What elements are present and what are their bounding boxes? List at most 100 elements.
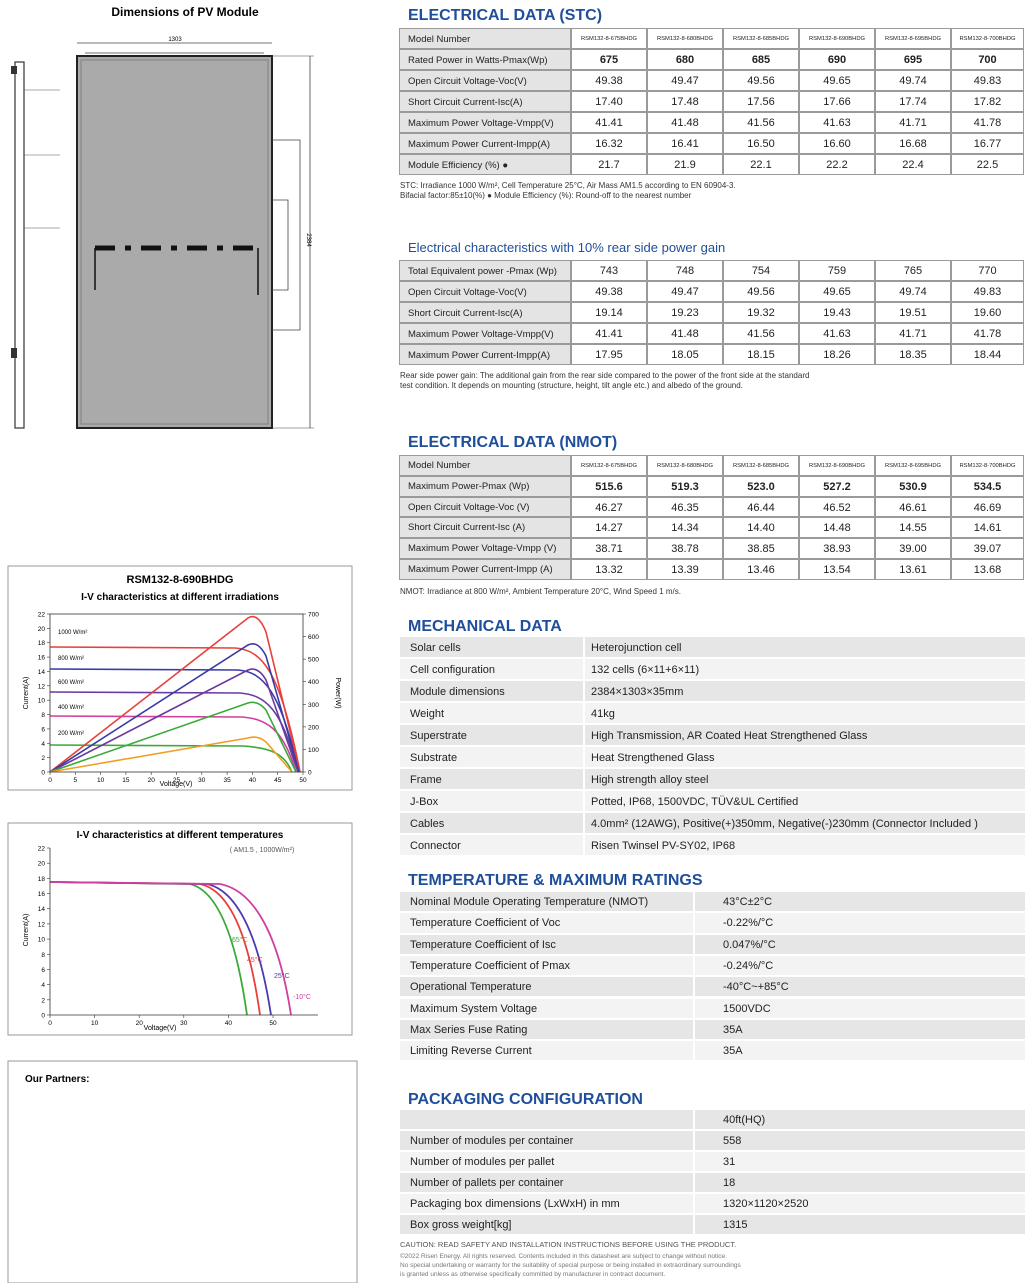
cell: 19.51 bbox=[875, 302, 951, 323]
row-label: Temperature Coefficient of Pmax bbox=[400, 955, 695, 978]
cell: 22.4 bbox=[875, 154, 951, 175]
series-label: 65°C bbox=[232, 936, 248, 944]
cell: 46.61 bbox=[875, 496, 951, 518]
cell: 22.2 bbox=[799, 154, 875, 175]
row-label: Number of modules per container bbox=[400, 1131, 695, 1152]
series-label: 200 W/m² bbox=[58, 731, 84, 737]
y-tick-label: 0 bbox=[41, 1013, 45, 1020]
series-label: 45°C bbox=[247, 956, 263, 964]
cell: 49.83 bbox=[951, 281, 1024, 302]
y2-tick-label: 100 bbox=[308, 747, 319, 754]
cell: 41.48 bbox=[647, 323, 723, 344]
cell: RSM132-8-700BHDG bbox=[951, 28, 1024, 49]
cell: 700 bbox=[951, 49, 1024, 70]
cell: 14.55 bbox=[875, 517, 951, 539]
row-value: 35A bbox=[695, 1019, 1025, 1042]
cell: 19.32 bbox=[723, 302, 799, 323]
cell: 519.3 bbox=[647, 475, 723, 497]
note: Rear side power gain: The additional gai… bbox=[400, 371, 810, 380]
y2-tick-label: 400 bbox=[308, 679, 319, 686]
row-label: Rated Power in Watts-Pmax(Wp) bbox=[399, 49, 571, 70]
row-label: Cell configuration bbox=[400, 659, 585, 681]
cell: 14.27 bbox=[571, 517, 647, 539]
cell: 41.56 bbox=[723, 112, 799, 133]
y-axis-label: Current(A) bbox=[23, 677, 30, 710]
cell: 46.69 bbox=[951, 496, 1024, 518]
x-tick-label: 45 bbox=[274, 777, 282, 784]
cell: 49.74 bbox=[875, 281, 951, 302]
y2-tick-label: 500 bbox=[308, 657, 319, 664]
row-label: Box gross weight[kg] bbox=[400, 1215, 695, 1236]
x-tick-label: 20 bbox=[136, 1020, 144, 1027]
cell: 46.27 bbox=[571, 496, 647, 518]
row-label: Short Circuit Current-Isc (A) bbox=[399, 517, 571, 539]
chart-model: RSM132-8-690BHDG bbox=[127, 574, 234, 586]
cell: RSM132-8-685BHDG bbox=[723, 455, 799, 476]
cell: 16.60 bbox=[799, 133, 875, 154]
cell: 46.52 bbox=[799, 496, 875, 518]
x-tick-label: 20 bbox=[148, 777, 156, 784]
row-value: 41kg bbox=[585, 703, 1025, 725]
row-label: Maximum Power Voltage-Vmpp(V) bbox=[399, 323, 571, 344]
cell: RSM132-8-690BHDG bbox=[799, 28, 875, 49]
cell: 14.34 bbox=[647, 517, 723, 539]
cell: RSM132-8-680BHDG bbox=[647, 455, 723, 476]
cell: 41.71 bbox=[875, 112, 951, 133]
x-tick-label: 10 bbox=[97, 777, 105, 784]
x-tick-label: 30 bbox=[180, 1020, 188, 1027]
series-label: 800 W/m² bbox=[58, 656, 84, 662]
row-label: Short Circuit Current-Isc(A) bbox=[399, 91, 571, 112]
cell: 17.48 bbox=[647, 91, 723, 112]
y-tick-label: 8 bbox=[41, 952, 45, 959]
series-label: 25°C bbox=[274, 972, 290, 980]
row-label: Cables bbox=[400, 813, 585, 835]
cell: 41.48 bbox=[647, 112, 723, 133]
iv-curves-temperature bbox=[49, 881, 292, 1016]
x-tick-label: 0 bbox=[48, 777, 52, 784]
x-tick-label: 50 bbox=[299, 777, 307, 784]
y-tick-label: 10 bbox=[38, 698, 46, 705]
y-tick-label: 4 bbox=[41, 741, 45, 748]
row-label: Open Circuit Voltage-Voc (V) bbox=[399, 496, 571, 518]
cell: 13.46 bbox=[723, 559, 799, 580]
y-tick-label: 0 bbox=[41, 770, 45, 777]
row-value: -0.22%/°C bbox=[695, 913, 1025, 935]
cell: 14.48 bbox=[799, 517, 875, 539]
cell: 49.83 bbox=[951, 70, 1024, 91]
y-tick-label: 16 bbox=[38, 891, 46, 898]
x-tick-label: 35 bbox=[223, 777, 231, 784]
cell: 17.56 bbox=[723, 91, 799, 112]
cell: 13.61 bbox=[875, 559, 951, 580]
row-label: J-Box bbox=[400, 791, 585, 813]
y-tick-label: 4 bbox=[41, 982, 45, 989]
section-title: ELECTRICAL DATA (STC) bbox=[408, 7, 603, 24]
y-tick-label: 2 bbox=[41, 997, 45, 1004]
cell: 38.85 bbox=[723, 538, 799, 559]
row-value: Heterojunction cell bbox=[585, 637, 1025, 659]
y2-axis-label: Power(W) bbox=[334, 677, 341, 708]
row-value: -40°C~+85°C bbox=[695, 977, 1025, 999]
y2-tick-label: 700 bbox=[308, 612, 319, 619]
cell: 39.07 bbox=[951, 538, 1024, 559]
cell: 759 bbox=[799, 260, 875, 281]
y2-tick-label: 0 bbox=[308, 770, 312, 777]
row-label: Open Circuit Voltage-Voc(V) bbox=[399, 70, 571, 91]
cell: RSM132-8-685BHDG bbox=[723, 28, 799, 49]
cell: 14.61 bbox=[951, 517, 1024, 539]
x-tick-label: 50 bbox=[269, 1020, 277, 1027]
cell: 49.47 bbox=[647, 281, 723, 302]
row-value: 35A bbox=[695, 1041, 1025, 1063]
row-label: Solar cells bbox=[400, 637, 585, 659]
cell: RSM132-8-695BHDG bbox=[875, 455, 951, 476]
x-tick-label: 40 bbox=[249, 777, 257, 784]
partners-title: Our Partners: bbox=[25, 1074, 89, 1085]
cell: 38.78 bbox=[647, 538, 723, 559]
row-label: Model Number bbox=[399, 455, 571, 476]
note: test condition. It depends on mounting (… bbox=[400, 381, 743, 390]
cell: 49.56 bbox=[723, 70, 799, 91]
note: Bifacial factor:85±10(%) ● Module Effici… bbox=[400, 191, 692, 200]
cell: 49.56 bbox=[723, 281, 799, 302]
cell: RSM132-8-675BHDG bbox=[571, 28, 647, 49]
table-header: 40ft(HQ) bbox=[695, 1110, 1025, 1131]
y-tick-label: 20 bbox=[38, 626, 46, 633]
